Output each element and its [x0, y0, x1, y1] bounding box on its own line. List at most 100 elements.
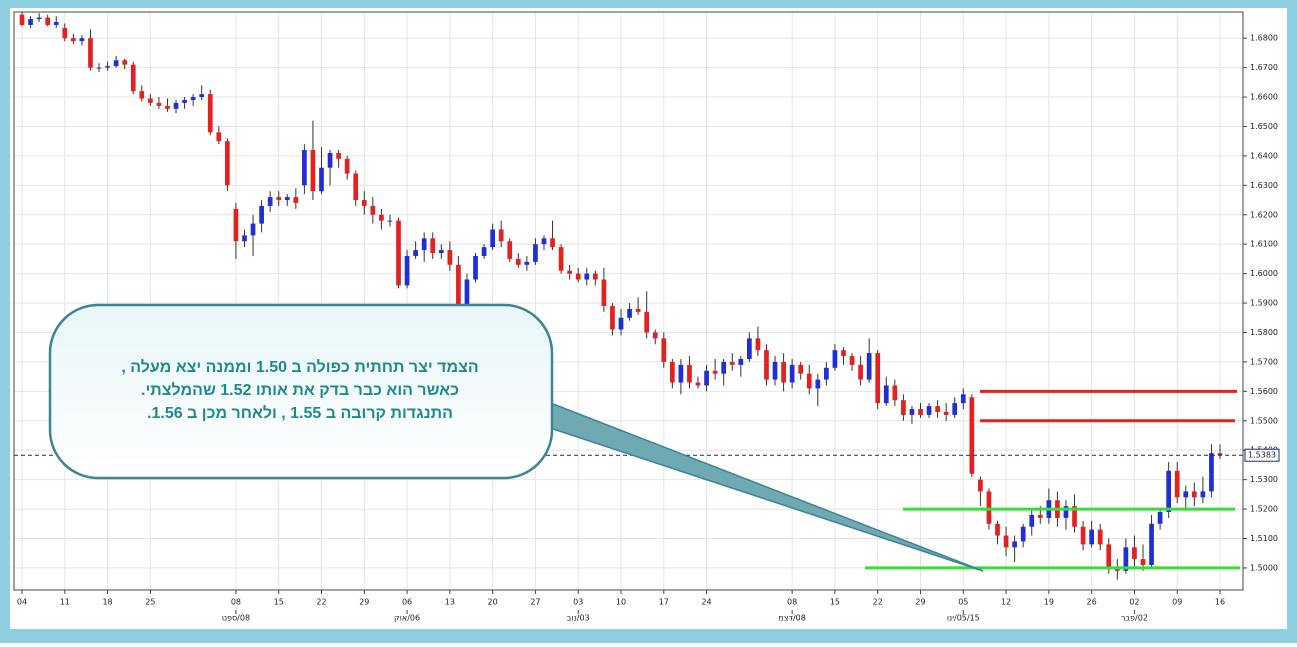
- y-tick-label: 1.5700: [1250, 357, 1278, 366]
- callout-box: [48, 303, 554, 480]
- candle-body: [558, 247, 564, 271]
- candle-body: [926, 406, 932, 415]
- x-tick-label: 22: [873, 598, 883, 607]
- candle-body: [507, 241, 513, 259]
- candle-body: [1072, 506, 1077, 527]
- y-tick-label: 1.6800: [1250, 34, 1278, 43]
- candle-body: [327, 152, 333, 168]
- candle-body: [832, 350, 838, 368]
- candle-body: [550, 238, 555, 248]
- candle-body: [1089, 529, 1094, 545]
- x-tick-label: 15: [830, 598, 840, 607]
- candle-body: [302, 150, 307, 186]
- candle-body: [772, 361, 778, 380]
- candle-body: [781, 361, 786, 383]
- x-tick-label: 27: [530, 598, 540, 607]
- candle-body: [430, 238, 436, 254]
- y-tick-label: 1.6500: [1250, 122, 1278, 131]
- current-price-box: [1244, 448, 1280, 462]
- candle-body: [918, 409, 923, 415]
- candle-body: [892, 385, 898, 401]
- candle-body: [216, 132, 222, 142]
- x-tick-label: 09: [1172, 598, 1182, 607]
- candle-body: [148, 98, 153, 103]
- candle-body: [88, 38, 93, 68]
- candle-body: [233, 208, 239, 242]
- candle-body: [276, 197, 282, 201]
- candle-body: [379, 214, 384, 221]
- candle-body: [1012, 541, 1017, 548]
- candle-body: [53, 22, 59, 25]
- candle-body: [421, 238, 427, 251]
- candle-body: [789, 364, 795, 383]
- y-tick-label: 1.5000: [1250, 563, 1278, 572]
- y-tick-label: 1.5500: [1250, 416, 1278, 425]
- candle-body: [156, 102, 162, 106]
- candle-body: [952, 403, 958, 415]
- x-tick-label: 02: [1129, 598, 1139, 607]
- candle-body: [541, 238, 547, 245]
- candle-body: [1029, 514, 1035, 527]
- candle-body: [62, 27, 68, 39]
- candle-body: [678, 364, 684, 383]
- candle-body: [575, 273, 581, 280]
- candle-body: [45, 17, 51, 25]
- candle-body: [473, 255, 478, 280]
- candle-body: [584, 273, 590, 280]
- x-tick-label: 10: [616, 598, 626, 607]
- candle-body: [293, 197, 299, 203]
- candle-body: [1097, 529, 1103, 545]
- candle-body: [610, 306, 615, 330]
- candle-body: [627, 308, 632, 318]
- candle-body: [806, 373, 812, 389]
- candle-body: [122, 60, 128, 65]
- candle-body: [1209, 453, 1214, 492]
- y-tick-label: 1.6700: [1250, 63, 1278, 72]
- candle-body: [712, 370, 718, 374]
- x-tick-label: 18: [102, 598, 112, 607]
- y-tick-label: 1.5300: [1250, 475, 1278, 484]
- candle-body: [207, 94, 213, 133]
- candle-body: [618, 317, 624, 330]
- candle-body: [601, 279, 607, 307]
- month-label: 06/אוק: [394, 614, 420, 623]
- y-tick-label: 1.5900: [1250, 299, 1278, 308]
- candle-body: [1132, 547, 1137, 560]
- y-tick-label: 1.6400: [1250, 151, 1278, 160]
- candle-body: [755, 338, 761, 351]
- candle-body: [79, 38, 85, 42]
- candle-body: [250, 223, 256, 236]
- x-tick-label: 06: [402, 598, 412, 607]
- candle-body: [960, 394, 966, 404]
- y-tick-label: 1.5200: [1250, 505, 1278, 514]
- candle-body: [284, 197, 290, 201]
- candle-body: [267, 197, 273, 206]
- candle-body: [909, 409, 915, 415]
- y-tick-label: 1.5100: [1250, 534, 1278, 543]
- candle-body: [310, 150, 316, 192]
- plot-border: [13, 11, 1244, 591]
- candle-body: [19, 14, 25, 25]
- x-tick-label: 04: [17, 598, 27, 607]
- candle-body: [764, 350, 769, 380]
- candle-body: [661, 338, 667, 362]
- candle-body: [344, 158, 350, 174]
- callout-text: הצמד יצר תחתית כפולה ב 1.50 וממנה יצא מע…: [121, 358, 478, 376]
- candle-body: [669, 361, 675, 383]
- candle-body: [1003, 535, 1009, 548]
- candle-body: [798, 364, 804, 374]
- month-label: 08/דצמ: [778, 614, 805, 623]
- candle-body: [336, 152, 341, 159]
- candle-body: [721, 361, 727, 374]
- candle-body: [1063, 506, 1069, 518]
- y-tick-label: 1.6100: [1250, 240, 1278, 249]
- candle-body: [319, 167, 324, 192]
- candle-body: [370, 205, 376, 215]
- x-tick-label: 08: [231, 598, 241, 607]
- candle-body: [481, 247, 487, 256]
- y-tick-label: 1.6300: [1250, 181, 1278, 190]
- x-tick-label: 13: [445, 598, 455, 607]
- candle-body: [687, 364, 692, 383]
- x-tick-label: 26: [1087, 598, 1097, 607]
- candle-body: [361, 200, 367, 206]
